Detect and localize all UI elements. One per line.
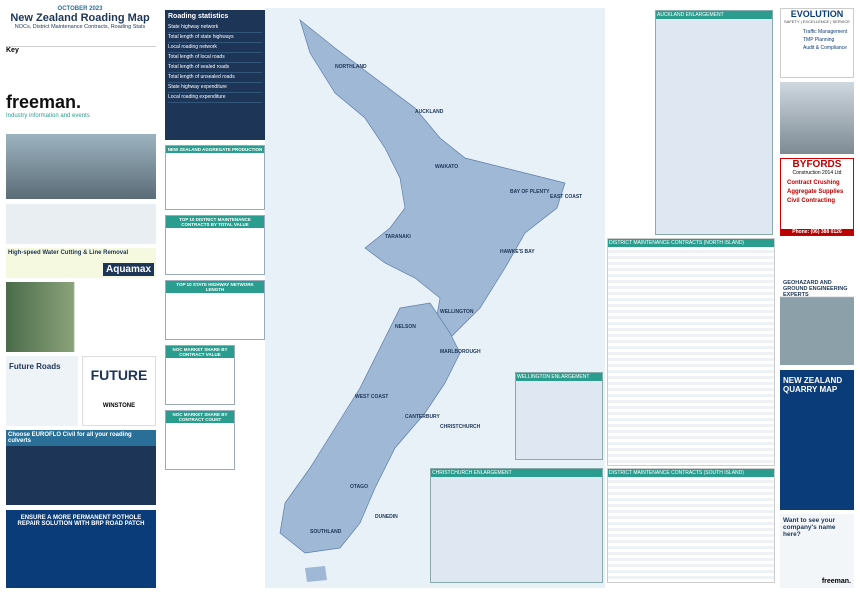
tagline: SAFETY | EXCELLENCE | SERVICE bbox=[784, 19, 850, 24]
region-label: CHRISTCHURCH bbox=[440, 424, 481, 430]
stat-row: State highway expenditure bbox=[168, 83, 262, 93]
stat-row: Total length of local roads bbox=[168, 53, 262, 63]
stats-title: Roading statistics bbox=[168, 13, 229, 20]
region-label: WEST COAST bbox=[355, 394, 388, 400]
panel-title: NOC MARKET SHARE BY CONTRACT COUNT bbox=[166, 411, 234, 423]
chart-panel: NOC MARKET SHARE BY CONTRACT VALUE bbox=[165, 345, 235, 405]
ad-freeman: freeman. Industry information and events bbox=[6, 92, 156, 130]
christchurch-enlargement: CHRISTCHURCH ENLARGEMENT bbox=[430, 468, 603, 583]
table-title: DISTRICT MAINTENANCE CONTRACTS (NORTH IS… bbox=[608, 239, 774, 247]
region-label: MARLBOROUGH bbox=[440, 349, 481, 355]
ad-euroflo: Choose EUROFLO Civil for all your roadin… bbox=[6, 430, 156, 505]
tagline: Industry information and events bbox=[6, 113, 90, 119]
ad-want: Want to see your company's name here? fr… bbox=[780, 514, 854, 588]
headline: FUTURE bbox=[90, 367, 148, 383]
service: Aggregate Supplies bbox=[787, 189, 844, 195]
region-label: NORTHLAND bbox=[335, 64, 367, 70]
brand: WINSTONE bbox=[102, 403, 136, 409]
service: Contract Crushing bbox=[787, 180, 840, 186]
stats-panel: Roading statistics State highway network… bbox=[165, 10, 265, 140]
sub: Construction 2014 Ltd bbox=[792, 170, 842, 176]
table-south: DISTRICT MAINTENANCE CONTRACTS (SOUTH IS… bbox=[607, 468, 775, 583]
ad-head: High-speed Water Cutting & Line Removal bbox=[8, 250, 129, 256]
headline: GEOHAZARD AND GROUND ENGINEERING EXPERTS bbox=[783, 280, 848, 298]
chart-panel: NEW ZEALAND AGGREGATE PRODUCTION bbox=[165, 145, 265, 210]
stat-row: Total length of sealed roads bbox=[168, 63, 262, 73]
panel-title: TOP 10 DISTRICT MAINTENANCE CONTRACTS BY… bbox=[166, 216, 264, 228]
panel-title: TOP 10 STATE HIGHWAY NETWORK LENGTH bbox=[166, 281, 264, 293]
panel-title: NEW ZEALAND AGGREGATE PRODUCTION bbox=[166, 146, 264, 153]
service: TMP Planning bbox=[803, 37, 835, 43]
region-label: DUNEDIN bbox=[375, 514, 398, 520]
brand: BYFORDS bbox=[792, 159, 842, 170]
south-island bbox=[279, 302, 461, 554]
brand: freeman. bbox=[821, 578, 851, 585]
table-rows bbox=[608, 477, 774, 582]
box-title: CHRISTCHURCH ENLARGEMENT bbox=[431, 469, 602, 477]
ad-sripath bbox=[6, 282, 156, 352]
chart-panel: TOP 10 STATE HIGHWAY NETWORK LENGTH bbox=[165, 280, 265, 340]
date: OCTOBER 2023 bbox=[57, 6, 103, 12]
region-label: NELSON bbox=[395, 324, 416, 330]
ad-head: ENSURE A MORE PERMANENT POTHOLE REPAIR S… bbox=[17, 515, 145, 527]
ad-evolution: EVOLUTION SAFETY | EXCELLENCE | SERVICE … bbox=[780, 8, 854, 78]
stat-row: Total length of unsealed roads bbox=[168, 73, 262, 83]
service: Audit & Compliance bbox=[803, 45, 847, 51]
subtitle: NOCs, District Maintenance Contracts, Ro… bbox=[14, 24, 146, 30]
box-title: AUCKLAND ENLARGEMENT bbox=[656, 11, 772, 19]
phone: Phone: (06) 388 0126 bbox=[781, 229, 853, 235]
service: Civil Contracting bbox=[787, 198, 836, 204]
region-label: AUCKLAND bbox=[415, 109, 444, 115]
headline: Want to see your company's name here? bbox=[783, 517, 836, 538]
stat-row: State highway network bbox=[168, 23, 262, 33]
brand: Future Roads bbox=[9, 362, 61, 371]
chart-panel: TOP 10 DISTRICT MAINTENANCE CONTRACTS BY… bbox=[165, 215, 265, 275]
wellington-enlargement: WELLINGTON ENLARGEMENT bbox=[515, 372, 603, 460]
region-label: WELLINGTON bbox=[440, 309, 474, 315]
headline: NEW ZEALAND QUARRY MAP bbox=[783, 376, 843, 394]
auckland-enlargement: AUCKLAND ENLARGEMENT bbox=[655, 10, 773, 235]
stat-row: Local roading expenditure bbox=[168, 93, 262, 103]
box-title: WELLINGTON ENLARGEMENT bbox=[516, 373, 602, 381]
header: OCTOBER 2023 New Zealand Roading Map NOC… bbox=[5, 6, 155, 30]
region-label: HAWKE'S BAY bbox=[500, 249, 535, 255]
table-north: DISTRICT MAINTENANCE CONTRACTS (NORTH IS… bbox=[607, 238, 775, 466]
table-rows bbox=[608, 247, 774, 465]
stat-row: Local roading network bbox=[168, 43, 262, 53]
ad-brp: ENSURE A MORE PERMANENT POTHOLE REPAIR S… bbox=[6, 510, 156, 588]
stewart-island bbox=[305, 566, 327, 582]
ad-geo: GEOHAZARD AND GROUND ENGINEERING EXPERTS bbox=[780, 240, 854, 365]
region-label: WAIKATO bbox=[435, 164, 458, 170]
ad-hiways bbox=[6, 204, 156, 244]
brand: EVOLUTION bbox=[790, 9, 844, 19]
key: Key bbox=[6, 46, 156, 86]
ad-quarry: NEW ZEALAND QUARRY MAP bbox=[780, 370, 854, 510]
ad-head: Choose EUROFLO Civil for all your roadin… bbox=[6, 430, 156, 446]
ad-future-roads: Future Roads bbox=[6, 356, 78, 426]
region-label: BAY OF PLENTY bbox=[510, 189, 550, 195]
service: Traffic Management bbox=[803, 29, 848, 35]
region-label: EAST COAST bbox=[550, 194, 582, 200]
brand: freeman. bbox=[6, 92, 82, 112]
ad-truck bbox=[6, 134, 156, 199]
ad-winstone: FUTURE WINSTONE bbox=[82, 356, 156, 426]
region-label: SOUTHLAND bbox=[310, 529, 342, 535]
ad-aquamax: High-speed Water Cutting & Line Removal … bbox=[6, 248, 156, 278]
stat-row: Total length of state highways bbox=[168, 33, 262, 43]
region-label: OTAGO bbox=[350, 484, 368, 490]
panel-title: NOC MARKET SHARE BY CONTRACT VALUE bbox=[166, 346, 234, 358]
key-title: Key bbox=[6, 47, 19, 54]
region-label: CANTERBURY bbox=[405, 414, 440, 420]
region-label: TARANAKI bbox=[385, 234, 411, 240]
title: New Zealand Roading Map bbox=[10, 12, 150, 24]
ad-barrier bbox=[780, 82, 854, 154]
brand: Aquamax bbox=[102, 263, 154, 276]
table-title: DISTRICT MAINTENANCE CONTRACTS (SOUTH IS… bbox=[608, 469, 774, 477]
chart-panel: NOC MARKET SHARE BY CONTRACT COUNT bbox=[165, 410, 235, 470]
ad-byfords: BYFORDS Construction 2014 Ltd Contract C… bbox=[780, 158, 854, 236]
